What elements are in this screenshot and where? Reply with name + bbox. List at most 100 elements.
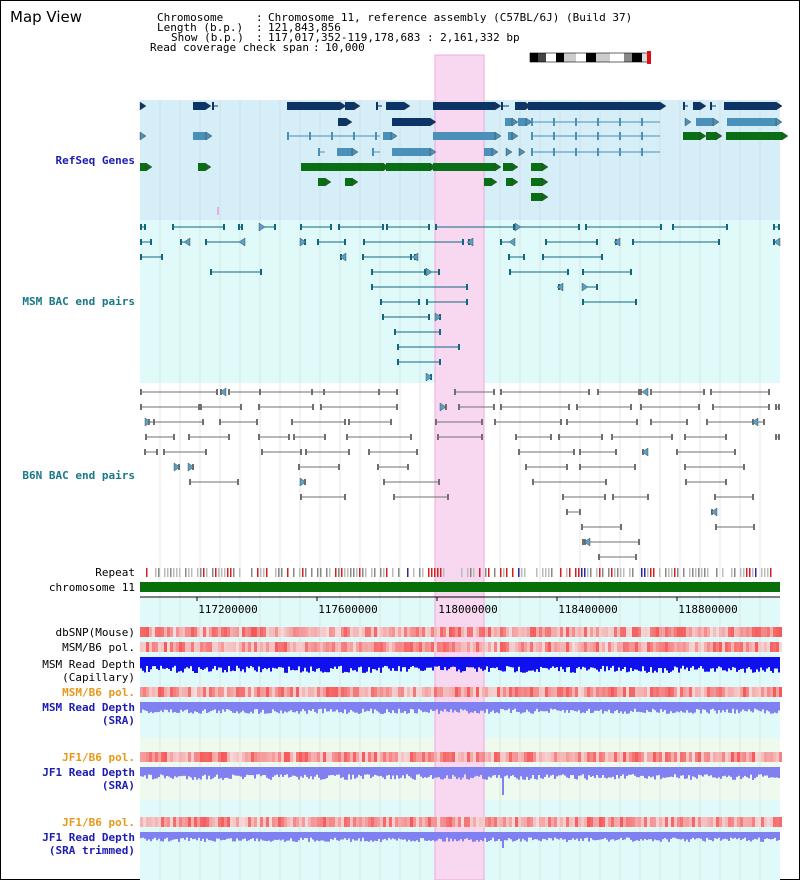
msm-depth-sra-bar xyxy=(576,702,578,712)
jf1-b6-pol-heat-cell xyxy=(701,752,704,762)
msm-b6-pol-sra-heat-cell xyxy=(401,687,404,697)
msm-b6-pol-sra-heat-cell xyxy=(542,687,545,697)
msm-depth-sra-bar xyxy=(212,702,214,711)
msm-b6-pol-sra-heat-cell xyxy=(233,687,236,697)
msm-depth-capillary-bar xyxy=(400,657,402,672)
b6n-bac-pair-end xyxy=(714,494,716,500)
msm-depth-capillary-bar xyxy=(480,657,482,669)
jf1-depth-trimmed-bar xyxy=(194,832,196,839)
msm-depth-sra-bar xyxy=(264,702,266,714)
msm-b6-pol-sra-heat-cell xyxy=(332,687,335,697)
msm-depth-capillary-bar xyxy=(564,657,566,673)
jf1-depth-trimmed-bar xyxy=(594,832,596,841)
repeat-element xyxy=(374,568,376,577)
msm-b6-pol-sra-heat-cell xyxy=(320,687,323,697)
msm-b6-pol-heat-cell xyxy=(650,642,653,652)
msm-b6-pol-sra-heat-cell xyxy=(206,687,209,697)
repeat-element xyxy=(260,568,262,577)
msm-depth-sra-bar xyxy=(466,702,468,712)
jf1-depth-trimmed-bar xyxy=(240,832,242,841)
dbsnp-heat-cell xyxy=(197,627,200,637)
jf1-depth-trimmed-bar xyxy=(504,832,506,841)
msm-depth-sra-bar xyxy=(194,702,196,712)
jf1-b6-pol-heat-cell xyxy=(599,752,602,762)
msm-bac-pair-end xyxy=(542,254,544,260)
b6n-bac-pair-end xyxy=(630,404,632,410)
jf1-depth-trimmed-bar xyxy=(690,832,692,840)
jf1-depth-sra-bar xyxy=(240,767,242,777)
dbsnp-heat-cell xyxy=(512,627,515,637)
jf1-depth-sra-bar xyxy=(584,767,586,779)
jf1-b6-pol-2-heat-cell xyxy=(608,817,611,827)
b6n-bac-pair-end xyxy=(734,449,736,455)
msm-b6-pol-heat-cell xyxy=(740,642,743,652)
msm-depth-sra-bar xyxy=(240,702,242,713)
msm-depth-sra-bar xyxy=(436,702,438,710)
jf1-b6-pol-heat-cell xyxy=(149,752,152,762)
msm-depth-capillary-bar xyxy=(588,657,590,670)
msm-depth-sra-bar xyxy=(428,702,430,713)
jf1-b6-pol-2-heat-cell xyxy=(443,817,446,827)
msm-depth-sra-bar xyxy=(178,702,180,713)
dbsnp-heat-cell xyxy=(701,627,704,637)
msm-depth-capillary-bar xyxy=(560,657,562,667)
dbsnp-heat-cell xyxy=(446,627,449,637)
msm-depth-capillary-bar xyxy=(484,657,486,670)
gene-exon-block xyxy=(337,148,352,156)
msm-bac-pair-end xyxy=(462,239,464,245)
msm-depth-capillary-bar xyxy=(350,657,352,669)
msm-b6-pol-sra-heat-cell xyxy=(719,687,722,697)
repeat-element xyxy=(512,568,514,577)
jf1-depth-sra-bar xyxy=(688,767,690,776)
msm-depth-capillary-bar xyxy=(682,657,684,666)
msm-bac-pair-end xyxy=(509,269,511,275)
jf1-depth-trimmed-bar xyxy=(204,832,206,842)
msm-depth-sra-bar xyxy=(230,702,232,712)
repeat-element xyxy=(761,568,763,577)
msm-depth-sra-bar xyxy=(366,702,368,711)
jf1-depth-sra-bar xyxy=(612,767,614,777)
b6n-bac-pair-arrow xyxy=(439,402,447,412)
msm-depth-sra-bar xyxy=(708,702,710,714)
b6n-bac-pair-end xyxy=(562,494,564,500)
dbsnp-heat-cell xyxy=(251,627,254,637)
msm-b6-pol-sra-heat-cell xyxy=(569,687,572,697)
msm-depth-sra-bar xyxy=(750,702,752,712)
msm-depth-sra-bar xyxy=(448,702,450,713)
msm-depth-sra-bar xyxy=(364,702,366,712)
msm-depth-sra-bar xyxy=(158,702,160,712)
dbsnp-heat-cell xyxy=(539,627,542,637)
msm-depth-capillary-bar xyxy=(394,657,396,671)
jf1-depth-trimmed-bar xyxy=(310,832,312,838)
msm-b6-pol-sra-heat-cell xyxy=(545,687,548,697)
msm-depth-capillary-bar xyxy=(550,657,552,668)
axis-tick-label: 117200000 xyxy=(198,603,258,616)
jf1-depth-sra-bar xyxy=(760,767,762,775)
msm-depth-sra-bar xyxy=(154,702,156,713)
ideogram-band xyxy=(624,53,632,62)
jf1-depth-trimmed-bar xyxy=(498,832,500,840)
msm-b6-pol-heat-cell xyxy=(530,642,533,652)
gene-exon-block xyxy=(693,102,700,110)
msm-depth-capillary-bar xyxy=(690,657,692,668)
jf1-b6-pol-heat-cell xyxy=(215,752,218,762)
gene-exon-block xyxy=(508,132,512,140)
msm-depth-capillary-bar xyxy=(378,657,380,668)
msm-depth-sra-bar xyxy=(324,702,326,709)
jf1-b6-pol-heat-cell xyxy=(374,752,377,762)
jf1-depth-trimmed-bar xyxy=(580,832,582,839)
msm-b6-pol-sra-heat-cell xyxy=(626,687,629,697)
jf1-depth-trimmed-bar xyxy=(646,832,648,841)
dbsnp-heat-cell xyxy=(383,627,386,637)
jf1-b6-pol-2-heat-cell xyxy=(692,817,695,827)
msm-depth-sra-bar xyxy=(480,702,482,711)
jf1-b6-pol-2-heat-cell xyxy=(254,817,257,827)
jf1-b6-pol-2-heat-cell xyxy=(416,817,419,827)
track-label-jf1-b6-pol: JF1/B6 pol. xyxy=(62,751,135,764)
jf1-b6-pol-heat-cell xyxy=(416,752,419,762)
jf1-depth-trimmed-bar xyxy=(698,832,700,839)
axis-tick-label: 118000000 xyxy=(438,603,498,616)
repeat-element xyxy=(335,568,337,577)
dbsnp-heat-cell xyxy=(263,627,266,637)
